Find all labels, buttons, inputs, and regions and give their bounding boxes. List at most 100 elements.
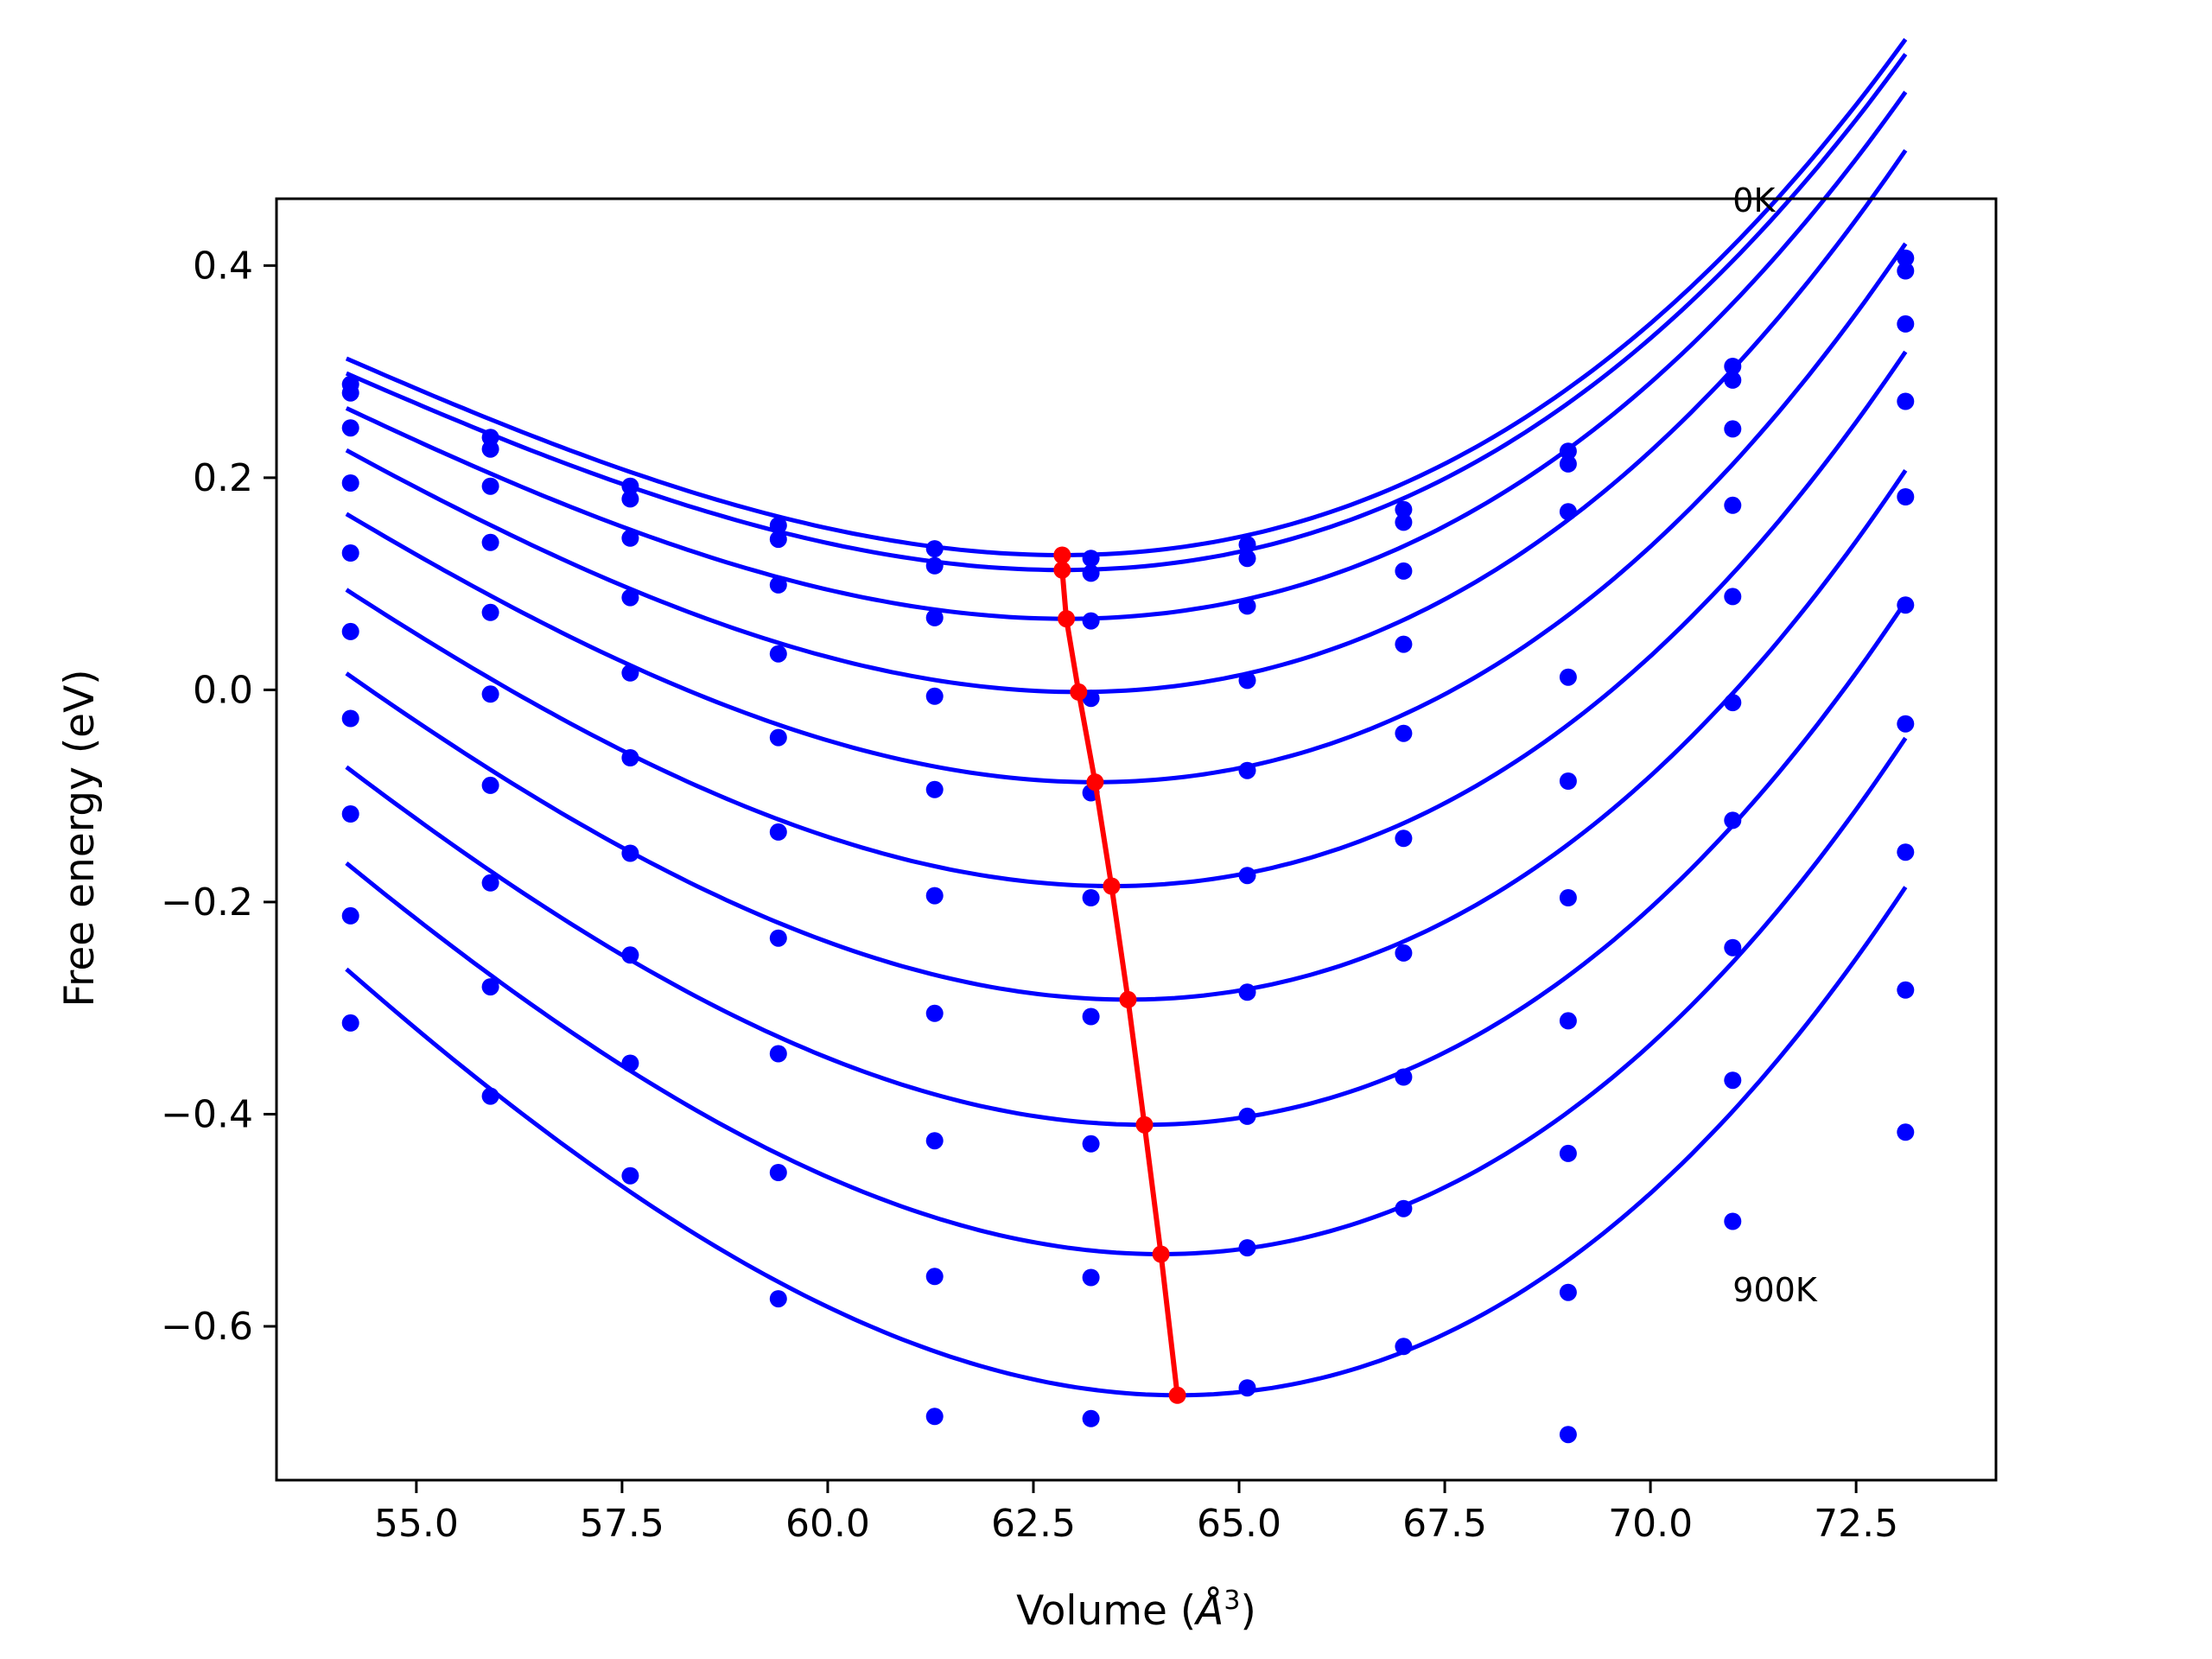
data-point-3-0 [341, 474, 359, 492]
y-axis-ticks: 0.4 0.2 0.0 −0.2 −0.4 −0.6 [161, 244, 276, 1349]
data-point-4-3 [769, 728, 787, 747]
data-point-9-6 [1238, 1379, 1256, 1397]
data-point-9-0 [341, 1014, 359, 1032]
data-point-2-4 [925, 608, 944, 626]
data-point-2-9 [1724, 420, 1742, 438]
data-point-5-5 [1082, 889, 1100, 906]
data-point-4-0 [341, 544, 359, 562]
data-point-2-10 [1897, 315, 1915, 333]
x-tick-label: 67.5 [1402, 1502, 1487, 1546]
data-point-9-7 [1395, 1338, 1413, 1356]
data-point-2-1 [481, 477, 499, 495]
data-point-4-8 [1559, 772, 1577, 790]
data-point-8-5 [1082, 1268, 1100, 1287]
fit-curve-0 [345, 38, 1908, 557]
data-point-7-7 [1395, 1068, 1413, 1086]
fit-curve-5 [345, 350, 1908, 888]
data-point-7-1 [481, 874, 499, 892]
y-tick-label: 0.0 [193, 668, 253, 712]
data-point-4-4 [925, 780, 944, 798]
data-point-6-2 [621, 844, 639, 862]
fit-curve-3 [345, 149, 1908, 695]
data-point-4-1 [481, 603, 499, 621]
data-point-6-3 [769, 929, 787, 947]
data-point-1-1 [481, 440, 499, 458]
data-point-6-10 [1897, 715, 1915, 733]
data-point-8-10 [1897, 981, 1915, 999]
data-point-7-0 [341, 805, 359, 823]
x-tick-label: 65.0 [1197, 1502, 1281, 1546]
y-axis-label: Free energy (eV) [56, 669, 104, 1007]
fit-curve-4 [345, 242, 1908, 785]
annotation-900k: 900K [1732, 1271, 1818, 1309]
y-tick-label: −0.6 [161, 1305, 253, 1349]
fit-curve-9 [345, 886, 1908, 1398]
data-point-6-4 [925, 1004, 944, 1022]
data-point-9-9 [1724, 1212, 1742, 1230]
data-point-6-9 [1724, 811, 1742, 830]
fit-curve-7 [345, 600, 1908, 1128]
data-point-2-2 [621, 529, 639, 547]
data-point-9-3 [769, 1290, 787, 1308]
data-point-8-1 [481, 978, 499, 996]
annotation-0k: 0K [1732, 181, 1776, 219]
data-point-8-0 [341, 906, 359, 925]
fit-curve-8 [345, 736, 1908, 1256]
data-point-0-10 [1897, 249, 1915, 267]
y-tick-label: −0.2 [161, 880, 253, 925]
data-point-5-2 [621, 749, 639, 766]
data-point-4-6 [1238, 761, 1256, 779]
data-point-5-7 [1395, 830, 1413, 848]
data-point-0-7 [1395, 500, 1413, 518]
minimum-point-1 [1053, 561, 1071, 579]
data-point-1-3 [769, 531, 787, 549]
minimum-point-5 [1103, 877, 1121, 895]
data-point-2-0 [341, 419, 359, 437]
data-point-2-7 [1395, 562, 1413, 580]
data-point-3-3 [769, 645, 787, 663]
data-point-2-6 [1238, 597, 1256, 615]
minimum-point-6 [1119, 990, 1137, 1008]
data-point-7-9 [1724, 938, 1742, 957]
x-tick-label: 60.0 [785, 1502, 870, 1546]
data-point-6-5 [1082, 1007, 1100, 1026]
fit-curve-2 [345, 91, 1908, 621]
data-point-7-8 [1559, 1144, 1577, 1162]
minimum-point-7 [1135, 1116, 1154, 1134]
data-point-5-0 [341, 622, 359, 640]
data-point-7-5 [1082, 1135, 1100, 1153]
x-tick-label: 62.5 [991, 1502, 1076, 1546]
data-point-3-9 [1724, 496, 1742, 514]
data-point-8-2 [621, 1054, 639, 1072]
data-point-9-10 [1897, 1123, 1915, 1141]
x-axis-label: Volume (Å3) [1016, 1586, 1256, 1635]
data-point-1-4 [925, 556, 944, 575]
data-point-7-2 [621, 946, 639, 964]
minimum-point-8 [1152, 1245, 1170, 1263]
data-point-3-1 [481, 533, 499, 551]
data-point-1-2 [621, 490, 639, 508]
minimum-point-0 [1053, 546, 1071, 564]
data-point-1-10 [1897, 262, 1915, 280]
y-tick-label: 0.4 [193, 244, 253, 288]
data-point-6-0 [341, 709, 359, 728]
data-point-1-0 [341, 384, 359, 402]
data-point-7-10 [1897, 843, 1915, 861]
data-point-5-8 [1559, 889, 1577, 906]
fit-curve-1 [345, 53, 1908, 573]
annotations: 0K 900K [1732, 181, 1818, 1309]
data-point-5-3 [769, 823, 787, 841]
data-point-7-6 [1238, 1107, 1256, 1125]
data-point-8-3 [769, 1164, 787, 1181]
minimum-point-2 [1058, 610, 1076, 628]
data-point-7-3 [769, 1045, 787, 1063]
data-point-7-4 [925, 1132, 944, 1150]
x-tick-label: 55.0 [374, 1502, 459, 1546]
x-tick-label: 70.0 [1608, 1502, 1693, 1546]
data-point-5-1 [481, 685, 499, 703]
data-point-3-7 [1395, 635, 1413, 653]
data-point-3-2 [621, 588, 639, 607]
data-point-9-4 [925, 1408, 944, 1426]
x-tick-label: 72.5 [1814, 1502, 1898, 1546]
